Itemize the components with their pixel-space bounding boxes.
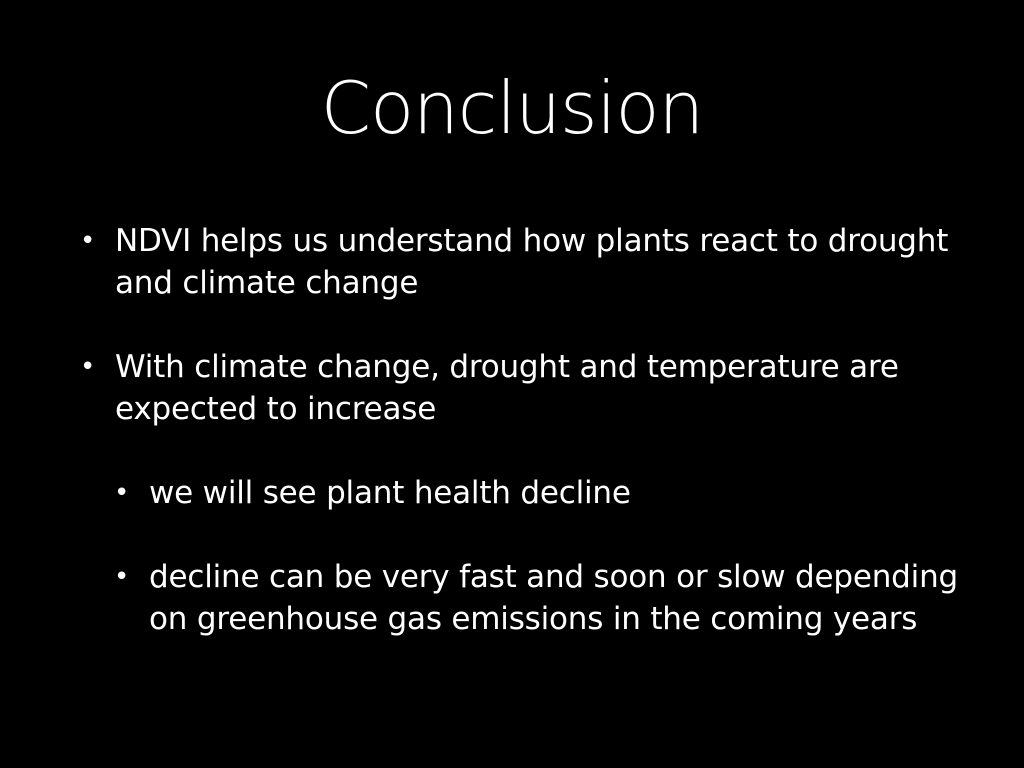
bullet-marker: • <box>114 562 130 592</box>
bullet-item: • NDVI helps us understand how plants re… <box>80 220 995 304</box>
bullet-text: we will see plant health decline <box>149 475 631 511</box>
bullet-marker: • <box>80 352 96 382</box>
bullet-marker: • <box>114 478 130 508</box>
slide-title: Conclusion <box>320 66 704 150</box>
bullet-text: decline can be very fast and soon or slo… <box>149 559 958 637</box>
bullet-text: With climate change, drought and tempera… <box>115 349 899 427</box>
sub-bullet-item: • decline can be very fast and soon or s… <box>114 556 989 640</box>
bullet-text: NDVI helps us understand how plants reac… <box>115 223 949 301</box>
bullet-item: • With climate change, drought and tempe… <box>80 346 995 430</box>
bullet-marker: • <box>80 226 96 256</box>
sub-bullet-item: • we will see plant health decline <box>114 472 989 514</box>
